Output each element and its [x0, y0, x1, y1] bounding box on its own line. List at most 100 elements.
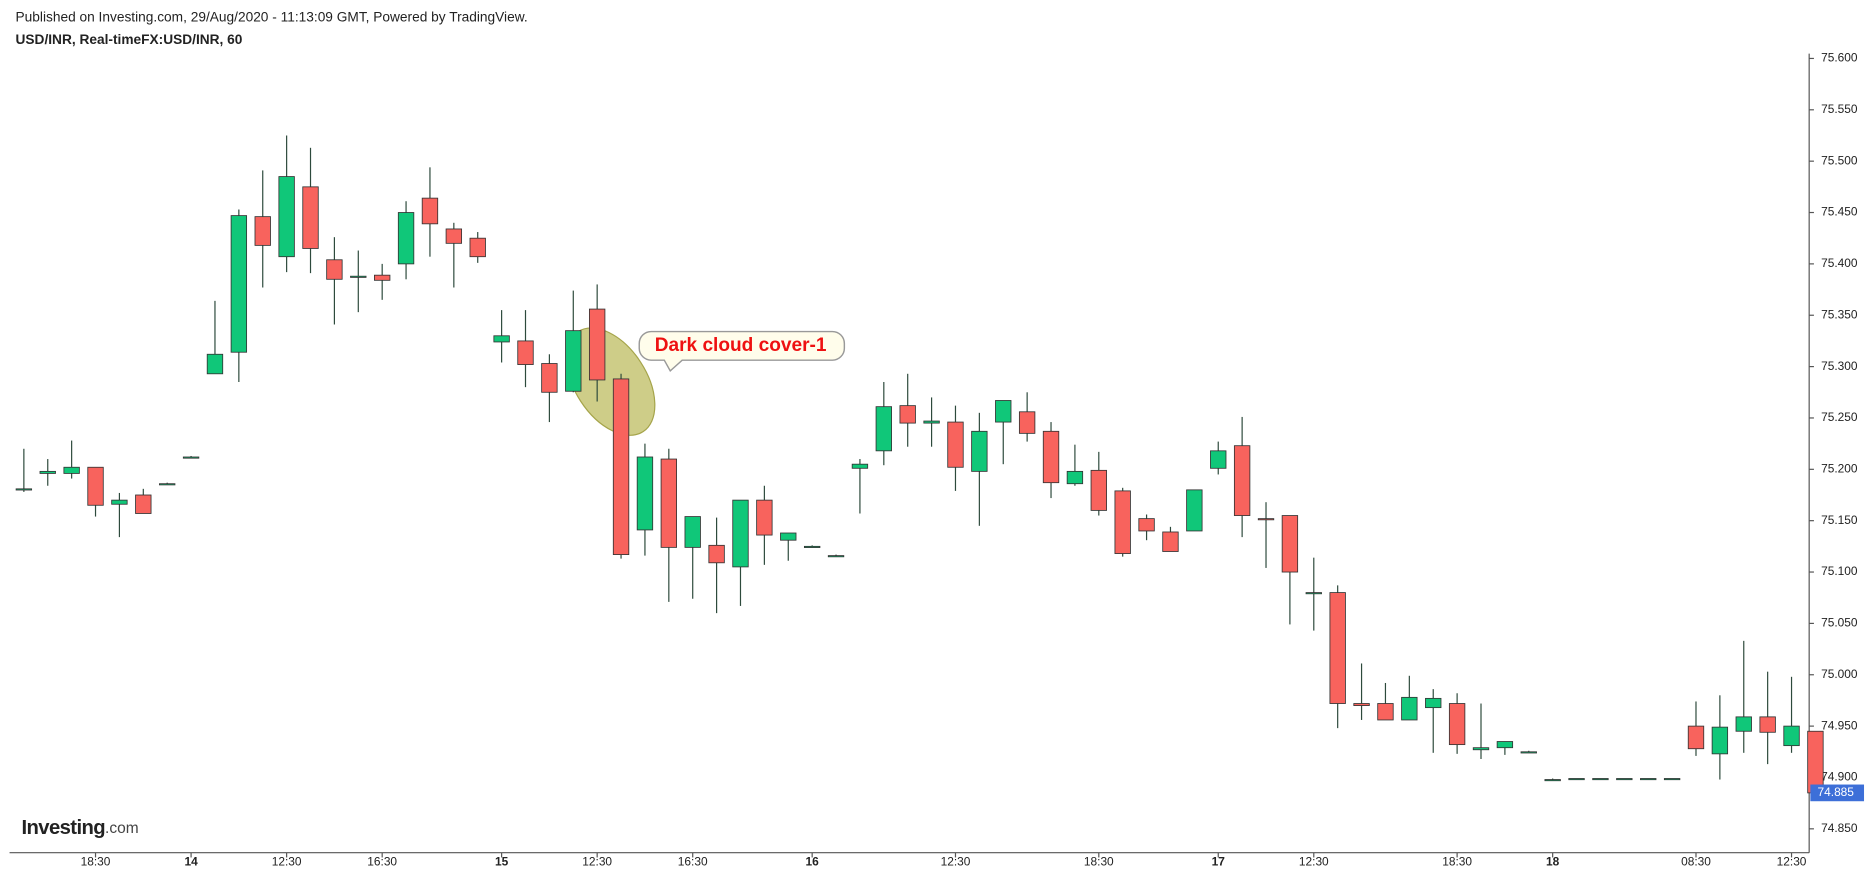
candle-body	[517, 340, 534, 365]
candle-body	[708, 544, 725, 564]
candle-body	[397, 212, 415, 265]
candle-body	[493, 335, 510, 343]
y-tick-label: 75.350	[1821, 307, 1858, 321]
candle-body	[254, 216, 271, 246]
candle-body	[39, 470, 56, 474]
candle-body	[923, 420, 940, 424]
x-tick-label: 08:30	[1681, 854, 1711, 868]
y-tick-label: 75.600	[1821, 51, 1858, 65]
y-tick-label: 75.500	[1821, 153, 1858, 167]
candle-body	[206, 353, 224, 375]
candle-body	[1377, 703, 1394, 721]
candle-body	[995, 400, 1012, 423]
candle-body	[135, 494, 152, 514]
candle-body	[1233, 445, 1251, 516]
candle-body	[1640, 778, 1657, 781]
candle-body	[1018, 411, 1036, 434]
x-tick-label: 18:30	[1084, 854, 1114, 868]
candle-body	[1616, 778, 1633, 781]
candle-body	[1711, 726, 1729, 755]
candle-body	[971, 430, 988, 472]
y-tick-label: 75.450	[1821, 205, 1858, 219]
candle-body	[1257, 518, 1275, 521]
y-tick-label: 75.000	[1821, 667, 1858, 681]
candle-body	[1520, 751, 1537, 754]
y-tick-label: 74.900	[1821, 770, 1858, 784]
annotation: Dark cloud cover-1	[655, 335, 827, 356]
candle-body	[350, 275, 367, 278]
logo-main: Investing	[21, 817, 105, 839]
candle-body	[421, 197, 439, 225]
candle-body	[1783, 725, 1800, 747]
candle-body	[374, 274, 391, 281]
candle-body	[1807, 730, 1824, 794]
x-tick-label: 16:30	[678, 854, 708, 868]
candle-body	[1042, 430, 1060, 484]
x-tick-label: 18:30	[1442, 854, 1472, 868]
candle-body	[1353, 703, 1370, 706]
candle-body	[1759, 716, 1776, 733]
candle-body	[1448, 703, 1466, 746]
candle-body	[1496, 741, 1514, 749]
candle-body	[1186, 489, 1203, 532]
y-tick-label: 74.950	[1821, 718, 1858, 732]
candle-body	[827, 555, 845, 558]
candle-body	[1329, 592, 1346, 704]
candle-body	[612, 378, 630, 555]
candle-body	[1425, 697, 1442, 709]
candle-body	[15, 488, 33, 491]
x-tick-label: 18:30	[81, 854, 111, 868]
candle-body	[1472, 747, 1490, 751]
y-tick-label: 75.550	[1821, 102, 1858, 116]
x-tick-label: 12:30	[272, 854, 302, 868]
callout-bubble	[638, 330, 846, 373]
x-tick-label: 16:30	[367, 854, 397, 868]
candle-body	[326, 259, 343, 280]
candle-body	[588, 308, 606, 381]
candle-body	[445, 228, 463, 244]
y-tick-label: 75.250	[1821, 410, 1858, 424]
candle-body	[1568, 778, 1585, 781]
candle-body	[875, 406, 892, 452]
logo: Investing.com	[21, 817, 138, 839]
candle-body	[851, 463, 869, 469]
last-price-label: 74.885	[1818, 785, 1855, 799]
candle-body	[803, 545, 821, 548]
x-tick-label: 12:30	[1299, 854, 1329, 868]
x-tick-label: 12:30	[582, 854, 612, 868]
y-tick-label: 74.850	[1821, 821, 1858, 835]
candle-body	[1305, 592, 1322, 595]
x-tick-label: 12:30	[1777, 854, 1807, 868]
candle-body	[469, 237, 486, 258]
candle-body	[947, 421, 964, 468]
candle-body	[1687, 725, 1705, 750]
y-tick-label: 75.400	[1821, 256, 1858, 270]
candle-body	[565, 330, 582, 392]
candle-body	[302, 186, 319, 249]
candle-body	[780, 532, 797, 541]
candle-body	[278, 176, 295, 258]
x-tick-label: 16	[806, 854, 820, 868]
x-tick-label: 14	[184, 854, 198, 868]
candle-body	[63, 466, 80, 474]
y-tick-label: 75.300	[1821, 359, 1858, 373]
candle-body	[1735, 716, 1752, 732]
x-tick-label: 12:30	[941, 854, 971, 868]
candle-body	[636, 456, 654, 531]
candle-body	[541, 363, 558, 393]
y-tick-label: 75.050	[1821, 616, 1858, 630]
candle-body	[1210, 450, 1227, 469]
candle-body	[732, 499, 749, 568]
x-tick-label: 18	[1546, 854, 1560, 868]
x-tick-label: 17	[1212, 854, 1226, 868]
candle-body	[1281, 515, 1299, 573]
candle-body	[182, 456, 200, 459]
candle-body	[1114, 490, 1131, 554]
candle-body	[1066, 470, 1084, 485]
candle-body	[899, 405, 916, 424]
candle-body	[230, 215, 248, 353]
candle-body	[756, 499, 773, 536]
candle-body	[159, 483, 176, 486]
